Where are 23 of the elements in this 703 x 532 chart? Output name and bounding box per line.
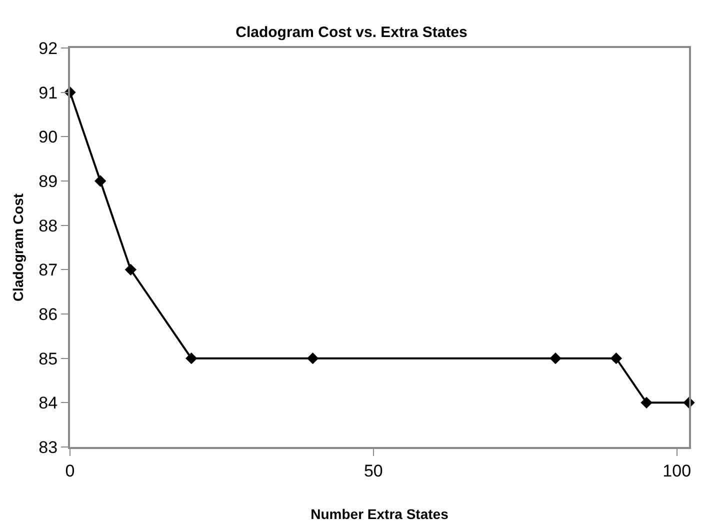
y-tick-label: 87 (38, 260, 58, 280)
point (124, 264, 137, 276)
x-tick-label: 0 (65, 461, 75, 480)
point (550, 352, 562, 364)
y-axis-title: Cladogram Cost (10, 193, 26, 302)
y-tick-label: 84 (38, 394, 58, 413)
y-tick-label: 85 (38, 349, 58, 368)
point (640, 396, 652, 409)
x-tick-label: 100 (662, 461, 692, 480)
point (306, 352, 319, 364)
point (610, 352, 622, 364)
y-tick-label: 83 (38, 438, 58, 457)
chart-title: Cladogram Cost vs. Extra States (236, 24, 468, 42)
point (186, 352, 198, 364)
y-tick-label: 89 (38, 172, 58, 191)
y-tick-label: 88 (38, 216, 58, 236)
x-tick-label: 50 (364, 461, 383, 480)
x-axis-title: Number Extra States (310, 506, 449, 522)
y-tick-label: 91 (38, 83, 58, 102)
y-tick-label: 86 (38, 304, 58, 324)
y-tick-label: 92 (38, 38, 58, 58)
point (94, 175, 106, 187)
y-tick-label: 90 (38, 128, 58, 147)
